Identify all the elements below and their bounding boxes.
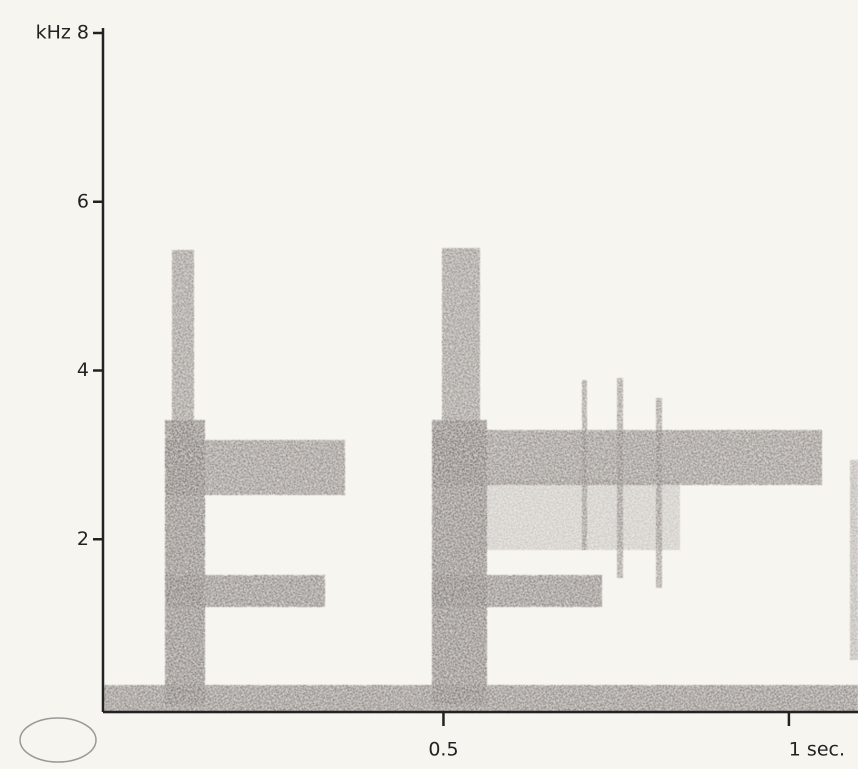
spectrogram-energy [104, 248, 858, 713]
x-tick-label: 1 sec. [789, 739, 845, 761]
y-tick-label: 4 [77, 359, 89, 381]
y-tick-label: 2 [77, 528, 89, 550]
y-tick-label: 6 [77, 190, 89, 212]
x-tick-label: 0.5 [428, 739, 458, 761]
stamp [19, 717, 97, 763]
y-tick-label: kHz 8 [36, 22, 89, 44]
